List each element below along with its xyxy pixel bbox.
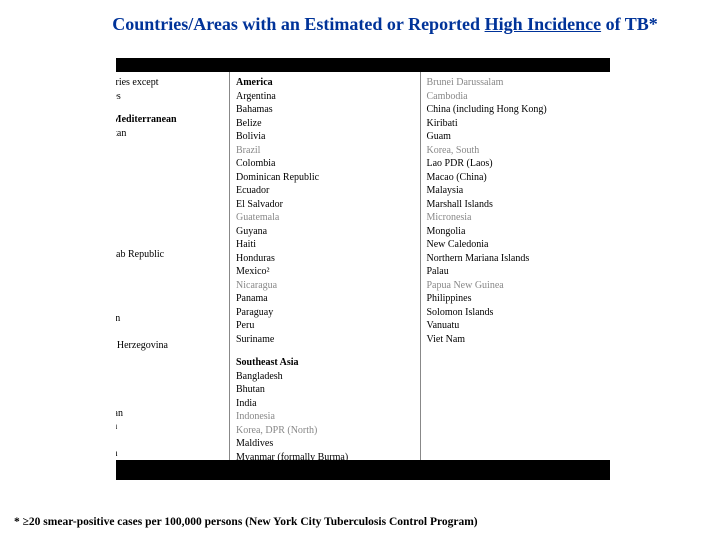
list-item: Indonesia xyxy=(236,410,414,424)
list-item: Mongolia xyxy=(427,225,605,239)
list-item: Brunei Darussalam xyxy=(427,76,605,90)
list-item: Solomon Islands xyxy=(427,306,605,320)
list-item: Kiribati xyxy=(427,117,605,131)
table-frame: l countries except ychelles stern Medite… xyxy=(116,58,610,480)
list-item: Bhutan xyxy=(236,383,414,397)
list-item: Myanmar (formally Burma) xyxy=(236,451,414,461)
list-item: l countries except xyxy=(116,76,223,90)
list-item: Nicaragua xyxy=(236,279,414,293)
list-item: Brazil xyxy=(236,144,414,158)
list-item: orocco xyxy=(116,181,223,195)
list-item: rian Arab Republic xyxy=(116,248,223,262)
list-item: Malaysia xyxy=(427,184,605,198)
list-item: tar xyxy=(116,208,223,222)
list-item: Bolivia xyxy=(236,130,414,144)
list-item: nisia xyxy=(116,221,223,235)
column-3: Brunei Darussalam Cambodia China (includ… xyxy=(421,72,611,460)
list-item: thuania xyxy=(116,447,223,460)
list-item: Macao (China) xyxy=(427,171,605,185)
list-item: Belize xyxy=(236,117,414,131)
list-item: China (including Hong Kong) xyxy=(427,103,605,117)
list-item: ychelles xyxy=(116,90,223,104)
list-item: rgystan xyxy=(116,420,223,434)
list-item: Bangladesh xyxy=(236,370,414,384)
list-item: Korea, DPR (North) xyxy=(236,424,414,438)
footnote: * ≥20 smear-positive cases per 100,000 p… xyxy=(14,516,478,528)
column-2: America Argentina Bahamas Belize Bolivia… xyxy=(230,72,421,460)
list-item: ghanistan xyxy=(116,127,223,141)
list-item: Papua New Guinea xyxy=(427,279,605,293)
list-item: Guatemala xyxy=(236,211,414,225)
list-item: tvia xyxy=(116,434,223,448)
list-item: Iran xyxy=(116,140,223,154)
list-item: Cambodia xyxy=(427,90,605,104)
list-item: New Caledonia xyxy=(427,238,605,252)
list-item: Maldives xyxy=(236,437,414,451)
list-item: Suriname xyxy=(236,333,414,347)
list-item: Bahamas xyxy=(236,103,414,117)
list-item: zakhstan xyxy=(116,407,223,421)
list-item: Peru xyxy=(236,319,414,333)
list-item: menia xyxy=(116,299,223,313)
list-item: Honduras xyxy=(236,252,414,266)
list-item: Viet Nam xyxy=(427,333,605,347)
list-item: dan xyxy=(116,235,223,249)
list-item: q xyxy=(116,167,223,181)
region-header: Southeast Asia xyxy=(236,356,414,370)
list-item: kistan xyxy=(116,194,223,208)
list-item: jibuti xyxy=(116,154,223,168)
list-item: Dominican Republic xyxy=(236,171,414,185)
list-item: Lao PDR (Laos) xyxy=(427,157,605,171)
list-item: Guam xyxy=(427,130,605,144)
title-underlined: High Incidence xyxy=(485,14,602,34)
list-item: Panama xyxy=(236,292,414,306)
list-item: El Salvador xyxy=(236,198,414,212)
list-item: tonia xyxy=(116,380,223,394)
list-item: Northern Mariana Islands xyxy=(427,252,605,266)
list-item: Paraguay xyxy=(236,306,414,320)
list-item: oatia xyxy=(116,366,223,380)
list-item: Argentina xyxy=(236,90,414,104)
list-item: lgaria xyxy=(116,353,223,367)
list-item: Guyana xyxy=(236,225,414,239)
region-header: America xyxy=(236,76,414,90)
list-item: Palau xyxy=(427,265,605,279)
list-item: Marshall Islands xyxy=(427,198,605,212)
list-item: Colombia xyxy=(236,157,414,171)
title-prefix: Countries/Areas with an Estimated or Rep… xyxy=(112,14,484,34)
list-item: Haiti xyxy=(236,238,414,252)
list-item: Korea, South xyxy=(427,144,605,158)
page-title: Countries/Areas with an Estimated or Rep… xyxy=(0,0,720,43)
region-header: rope xyxy=(116,285,223,299)
list-item: men xyxy=(116,262,223,276)
list-item: larus xyxy=(116,326,223,340)
list-item: orgia xyxy=(116,393,223,407)
region-header: stern Mediterranean xyxy=(116,113,223,127)
list-item: Ecuador xyxy=(236,184,414,198)
list-item: erbaijan xyxy=(116,312,223,326)
title-suffix: of TB* xyxy=(601,14,658,34)
list-item: Mexico² xyxy=(236,265,414,279)
table-inner: l countries except ychelles stern Medite… xyxy=(116,72,610,460)
list-item: Micronesia xyxy=(427,211,605,225)
list-item: India xyxy=(236,397,414,411)
list-item: Philippines xyxy=(427,292,605,306)
list-item: snia & Herzegovina xyxy=(116,339,223,353)
list-item: Vanuatu xyxy=(427,319,605,333)
column-1: l countries except ychelles stern Medite… xyxy=(116,72,230,460)
